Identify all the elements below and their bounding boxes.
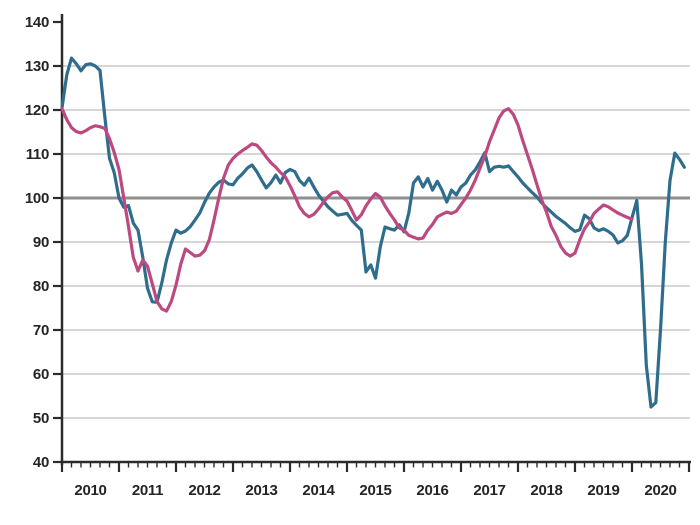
x-year-label-2012: 2012 — [188, 482, 220, 499]
y-tick-label-60: 60 — [33, 366, 49, 383]
y-tick-label-40: 40 — [33, 454, 49, 471]
x-year-label-2018: 2018 — [530, 482, 562, 499]
y-tick-label-80: 80 — [33, 278, 49, 295]
y-tick-label-110: 110 — [26, 146, 49, 163]
series-line-teal-index — [60, 56, 686, 409]
x-year-label-2015: 2015 — [359, 482, 391, 499]
x-year-label-2017: 2017 — [473, 482, 505, 499]
y-tick-label-50: 50 — [33, 410, 49, 427]
x-year-label-2016: 2016 — [416, 482, 448, 499]
x-year-label-2013: 2013 — [245, 482, 277, 499]
y-tick-label-90: 90 — [33, 234, 49, 251]
x-year-label-2020: 2020 — [644, 482, 676, 499]
x-year-label-2019: 2019 — [587, 482, 619, 499]
x-year-label-2011: 2011 — [132, 482, 163, 499]
series-line-pink-index — [60, 107, 634, 313]
x-year-label-2010: 2010 — [74, 482, 106, 499]
y-tick-label-100: 100 — [25, 190, 49, 207]
y-tick-label-140: 140 — [25, 14, 49, 31]
y-tick-label-120: 120 — [25, 102, 49, 119]
y-tick-label-130: 130 — [25, 58, 49, 75]
x-year-label-2014: 2014 — [302, 482, 335, 499]
y-tick-label-70: 70 — [33, 322, 49, 339]
